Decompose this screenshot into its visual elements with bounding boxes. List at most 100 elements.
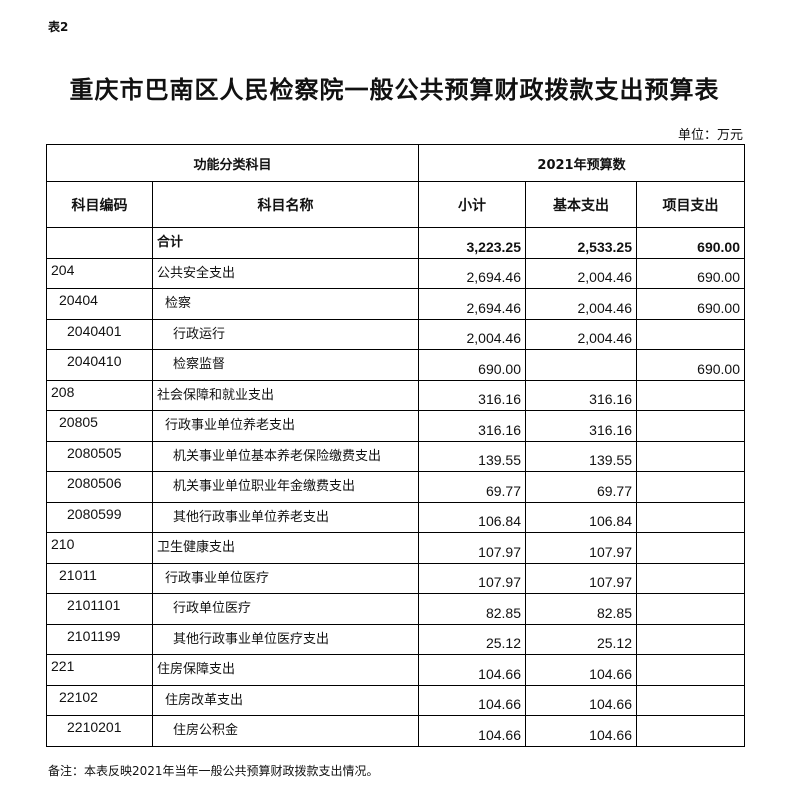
- row-subtotal: 316.16: [418, 379, 526, 411]
- table-row: 2040401 行政运行 2,004.46 2,004.46: [46, 318, 745, 350]
- row-basic: [525, 349, 637, 381]
- row-subtotal: 316.16: [418, 410, 526, 442]
- row-basic: 104.66: [525, 715, 637, 747]
- row-basic: 104.66: [525, 654, 637, 686]
- table-row: 221 住房保障支出 104.66 104.66: [46, 654, 745, 686]
- row-code: 2080599: [46, 501, 153, 533]
- row-code: 20805: [46, 410, 153, 442]
- row-basic: 25.12: [525, 623, 637, 655]
- row-project: 690.00: [636, 227, 745, 259]
- row-code: 2040401: [46, 318, 153, 350]
- row-name: 住房改革支出: [152, 684, 419, 716]
- row-code: 2210201: [46, 715, 153, 747]
- row-name: 住房保障支出: [152, 654, 419, 686]
- row-project: [636, 471, 745, 503]
- row-name: 行政运行: [152, 318, 419, 350]
- table-row: 204 公共安全支出 2,694.46 2,004.46 690.00: [46, 257, 745, 289]
- row-basic: 2,004.46: [525, 318, 637, 350]
- row-name: 其他行政事业单位医疗支出: [152, 623, 419, 655]
- header-function-category: 功能分类科目: [46, 144, 419, 182]
- row-name: 卫生健康支出: [152, 532, 419, 564]
- header-code: 科目编码: [46, 181, 153, 228]
- row-code: 2040410: [46, 349, 153, 381]
- row-basic: 316.16: [525, 410, 637, 442]
- row-code: 20404: [46, 288, 153, 320]
- row-subtotal: 2,004.46: [418, 318, 526, 350]
- table-row: 2080599 其他行政事业单位养老支出 106.84 106.84: [46, 501, 745, 533]
- row-name: 行政事业单位养老支出: [152, 410, 419, 442]
- row-name: 合计: [152, 227, 419, 259]
- row-name: 公共安全支出: [152, 257, 419, 289]
- row-code: 208: [46, 379, 153, 411]
- header-basic: 基本支出: [525, 181, 637, 228]
- row-project: [636, 562, 745, 594]
- row-basic: 104.66: [525, 684, 637, 716]
- row-subtotal: 3,223.25: [418, 227, 526, 259]
- header-budget-2021: 2021年预算数: [418, 144, 745, 182]
- row-subtotal: 69.77: [418, 471, 526, 503]
- row-subtotal: 2,694.46: [418, 288, 526, 320]
- table-row: 2210201 住房公积金 104.66 104.66: [46, 715, 745, 747]
- row-basic: 139.55: [525, 440, 637, 472]
- row-code: 204: [46, 257, 153, 289]
- header-project: 项目支出: [636, 181, 745, 228]
- row-name: 机关事业单位基本养老保险缴费支出: [152, 440, 419, 472]
- row-code: 2101101: [46, 593, 153, 625]
- row-project: [636, 684, 745, 716]
- row-code: 2080506: [46, 471, 153, 503]
- row-basic: 82.85: [525, 593, 637, 625]
- budget-table: 功能分类科目 2021年预算数 科目编码 科目名称 小计 基本支出 项目支出 合…: [46, 144, 745, 747]
- row-code: 21011: [46, 562, 153, 594]
- table-row: 2040410 检察监督 690.00 690.00: [46, 349, 745, 381]
- row-subtotal: 104.66: [418, 684, 526, 716]
- row-subtotal: 82.85: [418, 593, 526, 625]
- row-code: 22102: [46, 684, 153, 716]
- row-subtotal: 106.84: [418, 501, 526, 533]
- row-basic: 106.84: [525, 501, 637, 533]
- table-row: 2080505 机关事业单位基本养老保险缴费支出 139.55 139.55: [46, 440, 745, 472]
- table-row: 210 卫生健康支出 107.97 107.97: [46, 532, 745, 564]
- row-subtotal: 104.66: [418, 715, 526, 747]
- row-project: 690.00: [636, 288, 745, 320]
- row-name: 机关事业单位职业年金缴费支出: [152, 471, 419, 503]
- row-name: 住房公积金: [152, 715, 419, 747]
- row-project: [636, 318, 745, 350]
- table-row: 20404 检察 2,694.46 2,004.46 690.00: [46, 288, 745, 320]
- table-row: 20805 行政事业单位养老支出 316.16 316.16: [46, 410, 745, 442]
- table-row: 2101199 其他行政事业单位医疗支出 25.12 25.12: [46, 623, 745, 655]
- table-number-label: 表2: [48, 20, 69, 34]
- row-code: 2080505: [46, 440, 153, 472]
- row-project: [636, 654, 745, 686]
- unit-label: 单位：万元: [677, 128, 743, 143]
- row-subtotal: 2,694.46: [418, 257, 526, 289]
- row-project: [636, 593, 745, 625]
- row-basic: 107.97: [525, 532, 637, 564]
- row-code: 221: [46, 654, 153, 686]
- row-basic: 316.16: [525, 379, 637, 411]
- row-basic: 2,004.46: [525, 257, 637, 289]
- table-row: 2101101 行政单位医疗 82.85 82.85: [46, 593, 745, 625]
- row-subtotal: 104.66: [418, 654, 526, 686]
- page-title: 重庆市巴南区人民检察院一般公共预算财政拨款支出预算表: [69, 76, 720, 104]
- table-row: 21011 行政事业单位医疗 107.97 107.97: [46, 562, 745, 594]
- row-basic: 69.77: [525, 471, 637, 503]
- row-code: 210: [46, 532, 153, 564]
- row-basic: 2,004.46: [525, 288, 637, 320]
- row-code: 2101199: [46, 623, 153, 655]
- footnote: 备注：本表反映2021年当年一般公共预算财政拨款支出情况。: [48, 764, 379, 778]
- row-project: [636, 532, 745, 564]
- row-project: 690.00: [636, 257, 745, 289]
- row-basic: 107.97: [525, 562, 637, 594]
- row-code: [46, 227, 153, 259]
- row-basic: 2,533.25: [525, 227, 637, 259]
- row-project: [636, 410, 745, 442]
- row-subtotal: 107.97: [418, 532, 526, 564]
- row-name: 社会保障和就业支出: [152, 379, 419, 411]
- row-name: 检察监督: [152, 349, 419, 381]
- row-project: 690.00: [636, 349, 745, 381]
- row-name: 行政单位医疗: [152, 593, 419, 625]
- row-name: 行政事业单位医疗: [152, 562, 419, 594]
- row-project: [636, 623, 745, 655]
- row-project: [636, 379, 745, 411]
- table-row: 合计 3,223.25 2,533.25 690.00: [46, 227, 745, 259]
